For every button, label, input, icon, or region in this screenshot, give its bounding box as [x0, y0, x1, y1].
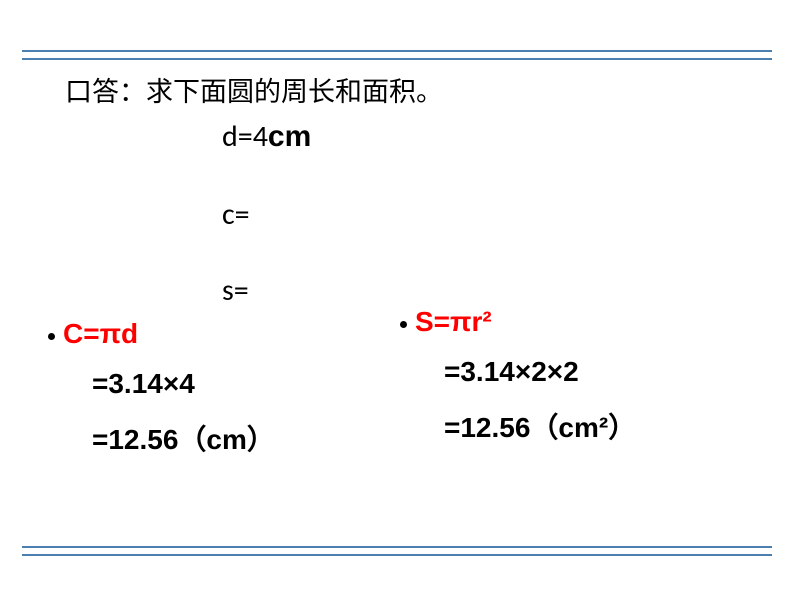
given-c: c=: [222, 196, 250, 233]
formula-s-step2: =12.56（cm²）: [444, 406, 636, 446]
question-text: 口答：求下面圆的周长和面积。: [65, 70, 443, 109]
given-s: s=: [222, 272, 249, 309]
formula-s-title-row: S=πr²: [400, 306, 636, 338]
bottom-rule-2: [22, 554, 772, 556]
top-rule-2: [22, 58, 772, 60]
given-d-unit: cm: [268, 120, 311, 153]
formula-c-title-row: C=πd: [48, 318, 275, 350]
formula-s-step1: =3.14×2×2: [444, 356, 636, 388]
formula-s-step2-unit: （cm²）: [530, 412, 636, 443]
formula-c-step2-unit: （cm）: [178, 424, 274, 455]
bullet-icon: [48, 333, 55, 340]
formula-s-title: S=πr²: [415, 306, 492, 337]
top-rule-1: [22, 50, 772, 52]
formula-c-title: C=πd: [63, 318, 138, 349]
formula-c-step1: =3.14×4: [92, 368, 275, 400]
formula-area: S=πr² =3.14×2×2 =12.56（cm²）: [400, 306, 636, 446]
formula-c-step2: =12.56（cm）: [92, 418, 275, 458]
given-s-text: s=: [222, 272, 249, 309]
given-d-var: d=4: [222, 118, 268, 155]
formula-s-step2-val: =12.56: [444, 412, 530, 443]
formula-c-step2-val: =12.56: [92, 424, 178, 455]
given-c-text: c=: [222, 196, 250, 233]
bottom-rule-1: [22, 546, 772, 548]
formula-circumference: C=πd =3.14×4 =12.56（cm）: [48, 318, 275, 458]
bullet-icon: [400, 321, 407, 328]
given-d: d=4cm: [222, 118, 311, 155]
